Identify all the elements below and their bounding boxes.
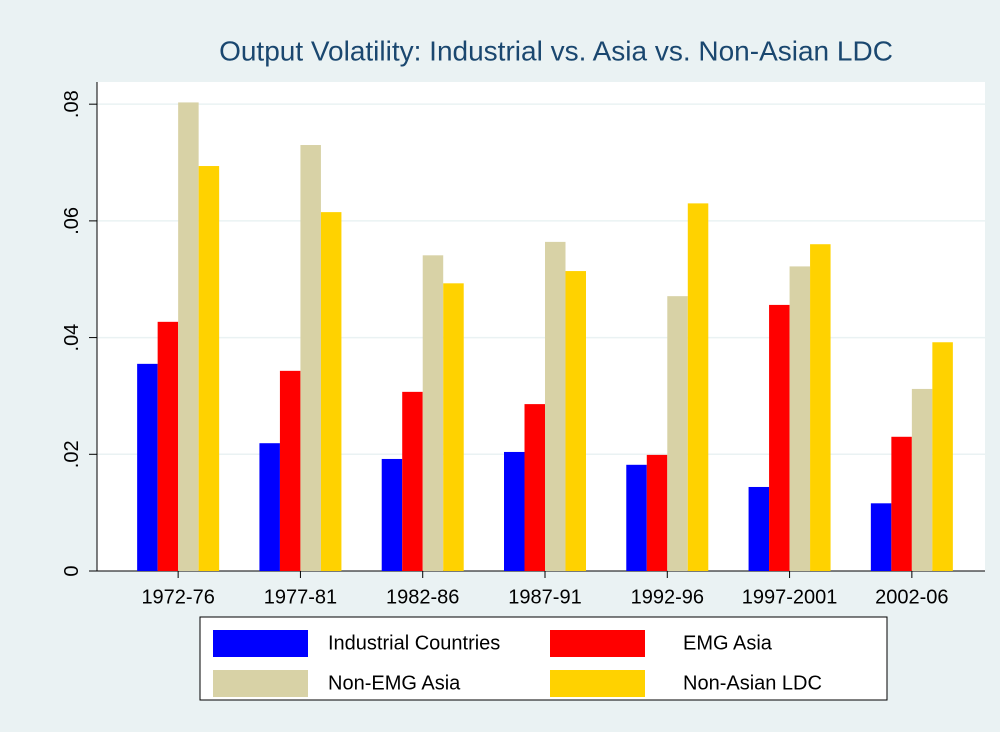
bar [545,241,566,572]
legend-swatch [213,630,308,657]
legend-swatch [550,670,645,697]
x-tick-label: 1977-81 [264,586,337,608]
bar [687,203,709,571]
legend-label: Non-Asian LDC [683,672,822,694]
bar [932,342,953,571]
legend-label: Industrial Countries [328,632,500,654]
bar [320,212,342,571]
legend-swatch [550,630,645,657]
bar [157,321,179,571]
bar [402,391,423,571]
bar [198,166,220,572]
bar [504,451,525,571]
x-tick-label: 1982-86 [386,586,459,608]
bar [911,388,933,571]
x-tick-label: 1987-91 [508,586,581,608]
bar [259,443,280,571]
bar [891,436,912,571]
bar [667,296,688,571]
y-tick-label: .06 [61,207,83,235]
bar [279,370,301,571]
bar [565,271,586,571]
bar [870,503,892,571]
bar [443,283,464,571]
x-tick-label: 1972-76 [141,586,214,608]
bar [789,266,811,571]
bar [300,145,321,571]
bar [524,404,545,571]
bar [810,244,831,571]
legend-swatch [213,670,308,697]
y-tick-label: .08 [61,90,83,118]
legend-label: Non-EMG Asia [328,672,461,694]
y-tick-label: .04 [61,324,83,352]
x-tick-label: 1997-2001 [742,586,838,608]
y-tick-label: .02 [61,440,83,468]
bar [137,363,158,571]
bar [381,458,403,571]
bar [626,464,647,571]
x-tick-label: 1992-96 [631,586,704,608]
bar [646,454,668,571]
x-tick-label: 2002-06 [875,586,948,608]
bar [422,255,444,571]
legend-label: EMG Asia [683,632,773,654]
legend-box [199,616,888,701]
bar [769,304,790,571]
bar [748,486,770,571]
bar [178,102,199,571]
chart-title: Output Volatility: Industrial vs. Asia v… [219,35,893,66]
y-tick-label: 0 [61,565,83,576]
